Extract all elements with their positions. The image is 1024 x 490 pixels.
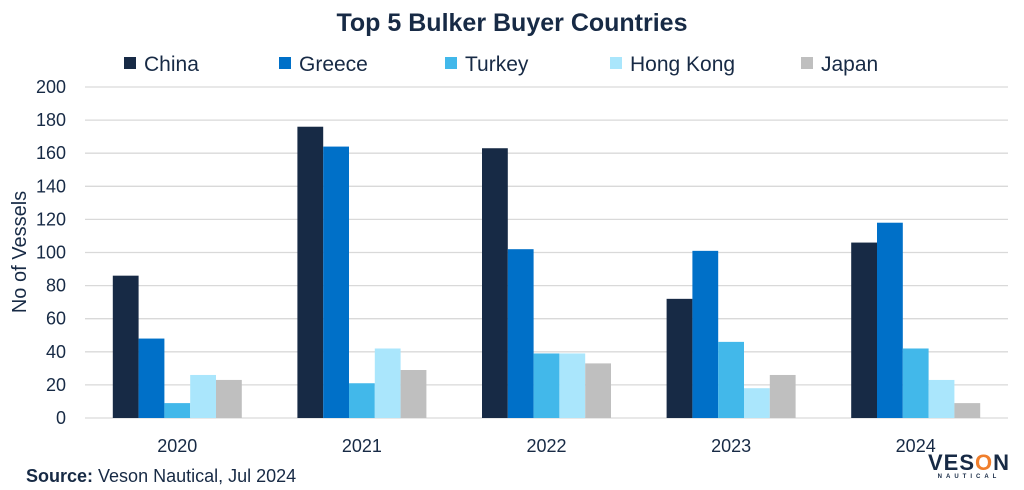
veson-logo: VESON NAUTICAL [924,450,1014,481]
source-text: Veson Nautical, Jul 2024 [93,466,297,486]
legend-swatch [124,57,136,69]
bar-japan-2020 [216,379,242,418]
bar-japan-2024 [954,403,981,418]
x-tick-label: 2024 [896,436,936,456]
logo-subtext: NAUTICAL [937,474,1001,480]
y-tick-label: 20 [46,375,66,395]
legend-swatch [801,57,813,69]
bar-turkey-2023 [718,341,744,418]
legend-swatch [610,57,622,69]
bar-hong-kong-2023 [744,388,770,418]
bar-china-2020 [112,275,139,418]
y-tick-label: 60 [46,309,66,329]
legend-label: Hong Kong [630,53,735,76]
y-tick-label: 80 [46,276,66,296]
bar-greece-2023 [692,250,719,418]
bar-greece-2022 [507,249,534,418]
legend-label: Greece [299,53,368,76]
legend-label: Japan [821,53,878,76]
bar-china-2024 [851,242,877,418]
legend-label: China [144,53,199,76]
y-tick-label: 100 [36,243,66,263]
y-tick-label: 0 [56,408,66,428]
bar-turkey-2024 [902,348,929,418]
y-tick-label: 140 [36,176,66,196]
bar-turkey-2021 [349,383,375,418]
y-tick-label: 180 [36,110,66,130]
bar-hong-kong-2022 [559,353,586,418]
bar-greece-2024 [877,222,903,418]
bar-greece-2020 [138,338,165,418]
bar-china-2021 [297,126,324,418]
bar-hong-kong-2020 [190,374,216,418]
legend: China Greece Turkey Hong Kong Japan [124,53,878,76]
x-tick-label: 2020 [157,436,197,456]
bar-turkey-2022 [533,353,560,418]
bars [112,126,981,419]
bar-china-2023 [666,298,693,418]
x-tick-label: 2023 [711,436,751,456]
bar-hong-kong-2024 [928,379,955,418]
bar-china-2022 [482,148,508,419]
x-tick-label: 2022 [526,436,566,456]
y-tick-label: 120 [36,209,66,229]
y-tick-label: 160 [36,143,66,163]
y-tick-label: 200 [36,77,66,97]
y-tick-label: 40 [46,342,66,362]
legend-swatch [279,57,291,69]
chart-title: Top 5 Bulker Buyer Countries [337,9,688,37]
bar-japan-2023 [769,374,796,418]
x-axis-ticks: 2020 2021 2022 2023 2024 [157,436,935,456]
bar-greece-2021 [323,146,349,418]
source-label: Source: [26,466,94,486]
x-tick-label: 2021 [342,436,382,456]
legend-swatch [445,57,457,69]
source-note: Source: Veson Nautical, Jul 2024 [26,466,296,487]
bar-japan-2021 [400,370,427,418]
legend-label: Turkey [465,53,529,76]
logo-wordmark: VESON [927,450,1011,475]
bar-turkey-2020 [164,403,191,418]
bar-hong-kong-2021 [374,348,401,418]
bar-japan-2022 [585,363,611,418]
y-axis-label: No of Vessels [9,191,31,313]
